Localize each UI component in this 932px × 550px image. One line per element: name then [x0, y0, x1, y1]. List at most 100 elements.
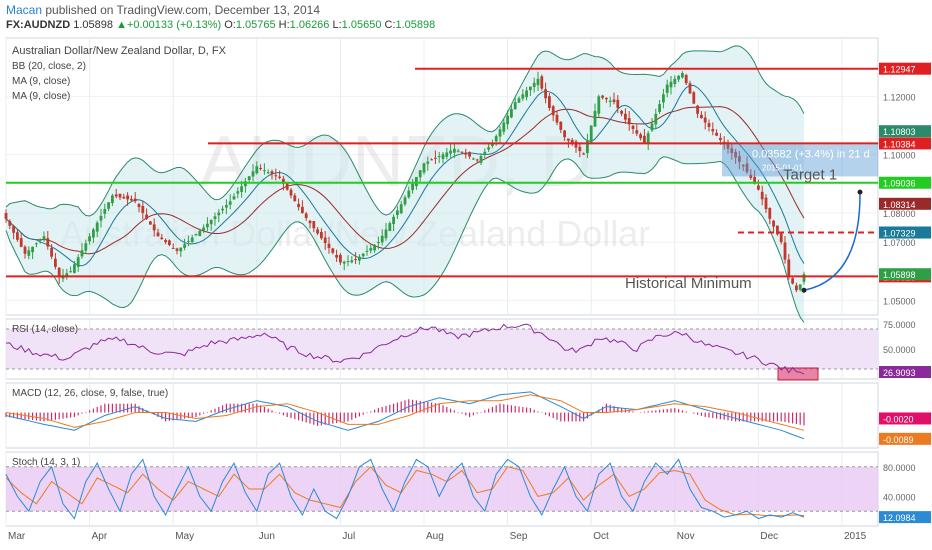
candle-body	[487, 147, 490, 150]
level-label: 1.12947	[883, 65, 916, 75]
candle-body	[491, 142, 494, 146]
candle-body	[194, 234, 198, 236]
x-tick-label: Dec	[760, 531, 778, 542]
legend-main: Australian Dollar/New Zealand Dollar, D,…	[12, 45, 227, 57]
candle-body	[411, 183, 414, 191]
candle-body	[312, 221, 316, 229]
candle-body	[703, 117, 707, 123]
candle-body	[521, 94, 525, 99]
candle-body	[396, 210, 399, 216]
stoch-d-line	[5, 466, 805, 517]
candle-body	[669, 81, 673, 88]
candle-body	[327, 243, 331, 248]
candle-body	[624, 113, 627, 120]
candle-body	[456, 150, 460, 152]
rsi-band	[6, 329, 878, 369]
candle-body	[95, 222, 99, 232]
candle-body	[688, 83, 692, 94]
candle-body	[213, 216, 217, 220]
candle-body	[50, 248, 53, 257]
candle-body	[745, 163, 749, 173]
candle-body	[65, 273, 69, 277]
candle-body	[31, 246, 34, 253]
candle-body	[122, 196, 126, 199]
legend-rsi: RSI (14, close)	[12, 324, 78, 335]
candle-body	[16, 232, 19, 240]
candle-body	[445, 152, 449, 157]
candle-body	[175, 248, 179, 251]
candle-body	[608, 100, 612, 102]
signal-last-label: -0.0089	[883, 435, 914, 445]
ma-line-2	[5, 84, 805, 267]
candle-body	[285, 183, 289, 190]
candle-body	[662, 94, 665, 103]
candle-body	[152, 224, 156, 231]
candle-body	[118, 193, 122, 198]
candle-body	[578, 146, 582, 152]
chart-area[interactable]: Mar Apr May Jun Jul Aug Sep Oct Nov Dec 2015 1.1200…	[0, 36, 932, 550]
x-tick-label: Oct	[593, 531, 609, 542]
candle-body	[802, 274, 806, 282]
symbol[interactable]: FX:AUDNZD	[6, 19, 71, 31]
candle-body	[92, 229, 95, 238]
candle-body	[221, 208, 224, 211]
candle-body	[468, 152, 471, 157]
author-link[interactable]: Macan	[6, 3, 43, 17]
candle-body	[316, 229, 319, 234]
candle-body	[582, 153, 585, 155]
candle-body	[787, 259, 791, 278]
candle-body	[483, 151, 487, 155]
candle-body	[437, 156, 441, 158]
candle-body	[278, 176, 281, 178]
stoch-tick-label: 80.0000	[883, 463, 916, 473]
candle-body	[776, 225, 779, 235]
candle-body	[320, 232, 323, 239]
candle-body	[399, 204, 403, 214]
candle-body	[639, 134, 642, 139]
candle-body	[145, 214, 148, 219]
candle-body	[27, 250, 31, 256]
x-tick-label: Jun	[259, 531, 275, 542]
candle-body	[331, 248, 335, 253]
candle-body	[654, 113, 658, 125]
candle-body	[472, 158, 475, 160]
publish-line: Macan published on TradingView.com, Dece…	[6, 3, 320, 17]
close-value: 1.05898	[395, 19, 436, 31]
candle-body	[156, 232, 160, 237]
legend-main: BB (20, close, 2)	[12, 61, 86, 72]
candle-body	[80, 250, 84, 257]
candle-body	[453, 148, 456, 153]
rsi-line	[5, 323, 805, 375]
candle-body	[479, 156, 483, 163]
candle-body	[567, 138, 570, 141]
candle-body	[460, 151, 464, 153]
level-label: 1.09036	[883, 179, 916, 189]
price-tag-label: 1.08314	[883, 200, 916, 210]
price-tag-1.05898	[879, 268, 931, 281]
candle-body	[798, 284, 802, 290]
x-tick-label: 2015	[844, 531, 867, 542]
candle-body	[380, 235, 384, 243]
candle-body	[559, 121, 563, 130]
candle-body	[517, 98, 521, 103]
price-tag-label: 1.07329	[883, 229, 916, 239]
candle-body	[266, 172, 270, 174]
candle-body	[187, 240, 190, 242]
candle-body	[605, 97, 608, 100]
candle-body	[407, 190, 411, 198]
candle-body	[8, 221, 12, 226]
candle-body	[536, 78, 540, 86]
candle-body	[673, 78, 677, 84]
candle-body	[586, 140, 589, 154]
candle-body	[164, 240, 167, 243]
candle-body	[384, 229, 388, 239]
candle-body	[23, 246, 27, 254]
candle-body	[4, 212, 8, 219]
bollinger-band-fill	[6, 45, 804, 323]
candle-body	[247, 176, 251, 180]
candle-body	[198, 230, 202, 237]
level-label: 1.10384	[883, 139, 916, 149]
candle-body	[772, 220, 775, 227]
candle-body	[274, 175, 278, 177]
candle-body	[738, 156, 741, 162]
